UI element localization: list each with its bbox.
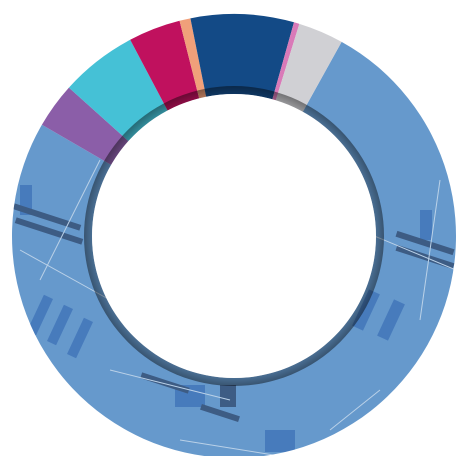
donut-slice — [130, 20, 200, 111]
texture — [12, 159, 456, 456]
donut-slice — [68, 39, 168, 142]
donut-slice — [275, 23, 342, 112]
donut-slice — [179, 18, 207, 99]
donut-slice — [41, 87, 129, 165]
donut-slice — [190, 13, 294, 100]
donut-hole — [92, 94, 376, 378]
donut-slice — [272, 22, 300, 101]
